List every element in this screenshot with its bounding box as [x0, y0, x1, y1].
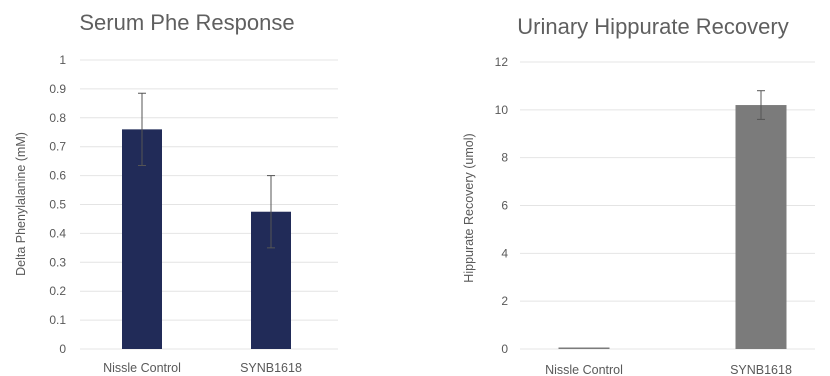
y-axis-title: Hippurate Recovery (umol)	[462, 133, 476, 282]
y-tick-label: 0.9	[49, 82, 66, 96]
category-labels: Nissle Control SYNB1618	[103, 361, 302, 375]
category-label: Nissle Control	[103, 361, 181, 375]
y-tick-label: 0.4	[49, 226, 66, 240]
category-labels: Nissle Control SYNB1618	[545, 363, 792, 376]
y-tick-labels: 0 2 4 6 8 10 12	[495, 55, 509, 356]
y-tick-label: 4	[501, 246, 508, 260]
y-tick-label: 0.7	[49, 140, 66, 154]
bars	[558, 105, 787, 349]
hippurate-recovery-chart: Urinary Hippurate Recovery Hippurate Rec…	[462, 14, 815, 376]
y-tick-label: 6	[501, 199, 508, 213]
gridlines	[80, 59, 338, 350]
serum-phe-chart: Serum Phe Response Delta Phenylalanine (…	[14, 10, 338, 375]
category-label: Nissle Control	[545, 363, 623, 376]
y-axis-title: Delta Phenylalanine (mM)	[14, 132, 28, 276]
y-tick-label: 1	[59, 53, 66, 67]
y-tick-label: 10	[495, 103, 509, 117]
category-label: SYNB1618	[730, 363, 792, 376]
chart-title: Serum Phe Response	[79, 10, 294, 35]
bar	[735, 105, 787, 349]
y-tick-label: 0.8	[49, 111, 66, 125]
y-tick-label: 0.3	[49, 255, 66, 269]
y-tick-label: 0.1	[49, 313, 66, 327]
y-tick-label: 0.2	[49, 284, 66, 298]
bar	[558, 347, 610, 349]
y-tick-labels: 0 0.1 0.2 0.3 0.4 0.5 0.6 0.7 0.8 0.9 1	[49, 53, 66, 356]
y-tick-label: 0.5	[49, 198, 66, 212]
chart-title: Urinary Hippurate Recovery	[517, 14, 788, 39]
y-tick-label: 12	[495, 55, 509, 69]
bars	[122, 129, 291, 349]
error-bars	[757, 90, 765, 120]
error-bars	[138, 92, 275, 249]
y-tick-label: 2	[501, 294, 508, 308]
category-label: SYNB1618	[240, 361, 302, 375]
y-tick-label: 0	[59, 342, 66, 356]
y-tick-label: 0.6	[49, 169, 66, 183]
y-tick-label: 0	[501, 342, 508, 356]
y-tick-label: 8	[501, 151, 508, 165]
